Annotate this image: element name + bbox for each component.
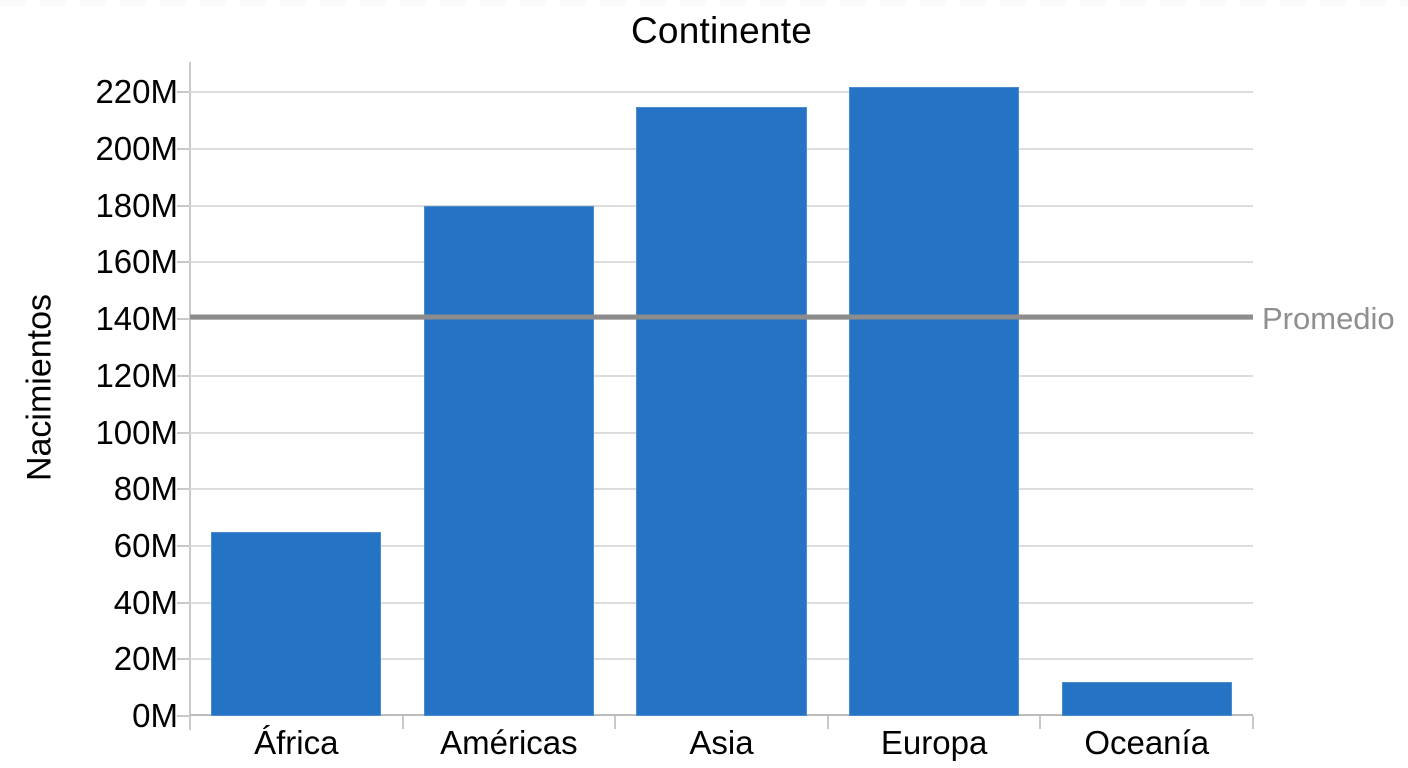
bar-Asia (636, 106, 807, 716)
y-tick-label-120M: 120M (95, 356, 178, 394)
y-tick-label-0M: 0M (132, 697, 178, 734)
y-tick-label-200M: 200M (95, 130, 178, 168)
y-tick-80M (177, 488, 189, 491)
x-category-label-África: África (254, 724, 339, 761)
x-category-label-Europa: Europa (880, 724, 988, 761)
y-tick-220M (177, 91, 189, 94)
y-tick-label-220M: 220M (95, 73, 178, 111)
x-tick-1 (401, 716, 404, 729)
y-tick-180M (177, 204, 189, 207)
reference-line-promedio (190, 314, 1253, 320)
y-tick-label-100M: 100M (95, 413, 178, 451)
y-tick-60M (177, 544, 189, 547)
x-tick-5 (1252, 716, 1254, 729)
x-tick-0 (189, 716, 191, 729)
y-tick-label-80M: 80M (113, 470, 178, 508)
y-tick-label-60M: 60M (113, 526, 178, 564)
cropped-text-artifact (0, 0, 1408, 6)
y-tick-0M (177, 715, 189, 717)
bar-África (211, 531, 382, 716)
bar-Américas (423, 205, 594, 716)
y-tick-label-140M: 140M (95, 300, 178, 338)
bar-Oceanía (1061, 681, 1232, 716)
y-tick-40M (177, 601, 189, 604)
y-tick-140M (177, 318, 189, 321)
y-axis-line (189, 62, 191, 730)
y-tick-label-40M: 40M (113, 583, 178, 621)
x-category-label-Asia: Asia (689, 724, 754, 761)
x-category-label-Oceanía: Oceanía (1084, 724, 1210, 761)
y-tick-120M (177, 374, 189, 377)
bar-Europa (849, 86, 1020, 716)
y-tick-100M (177, 431, 189, 434)
x-category-label-Américas: Américas (440, 724, 578, 761)
x-tick-4 (1039, 716, 1042, 729)
chart-title: Continente (631, 10, 812, 51)
y-tick-label-180M: 180M (95, 186, 178, 224)
gridline-220M (190, 91, 1253, 94)
reference-line-label: Promedio (1262, 301, 1395, 337)
x-tick-2 (614, 716, 617, 729)
plot-area (190, 64, 1253, 716)
x-tick-3 (826, 716, 829, 729)
y-tick-200M (177, 148, 189, 151)
y-tick-160M (177, 261, 189, 264)
y-tick-label-160M: 160M (95, 243, 178, 281)
y-tick-label-20M: 20M (113, 640, 178, 678)
y-tick-20M (177, 658, 189, 661)
